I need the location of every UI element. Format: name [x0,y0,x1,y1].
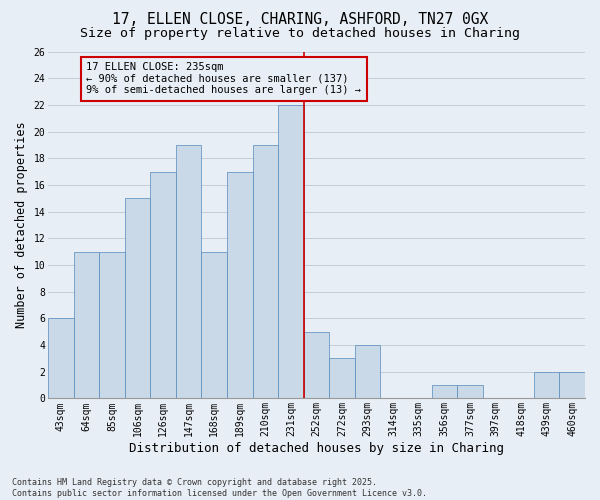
Bar [125,198,151,398]
X-axis label: Distribution of detached houses by size in Charing: Distribution of detached houses by size … [129,442,504,455]
Y-axis label: Number of detached properties: Number of detached properties [15,122,28,328]
Text: 17 ELLEN CLOSE: 235sqm
← 90% of detached houses are smaller (137)
9% of semi-det: 17 ELLEN CLOSE: 235sqm ← 90% of detached… [86,62,361,96]
Bar [151,172,176,398]
Bar [355,345,380,399]
Text: Contains HM Land Registry data © Crown copyright and database right 2025.
Contai: Contains HM Land Registry data © Crown c… [12,478,427,498]
Bar [534,372,559,398]
Bar [431,385,457,398]
Text: Size of property relative to detached houses in Charing: Size of property relative to detached ho… [80,28,520,40]
Bar [559,372,585,398]
Bar [304,332,329,398]
Bar [74,252,99,398]
Bar [457,385,483,398]
Bar [202,252,227,398]
Text: 17, ELLEN CLOSE, CHARING, ASHFORD, TN27 0GX: 17, ELLEN CLOSE, CHARING, ASHFORD, TN27 … [112,12,488,28]
Bar [253,145,278,399]
Bar [227,172,253,398]
Bar [48,318,74,398]
Bar [99,252,125,398]
Bar [176,145,202,399]
Bar [329,358,355,399]
Bar [278,105,304,399]
